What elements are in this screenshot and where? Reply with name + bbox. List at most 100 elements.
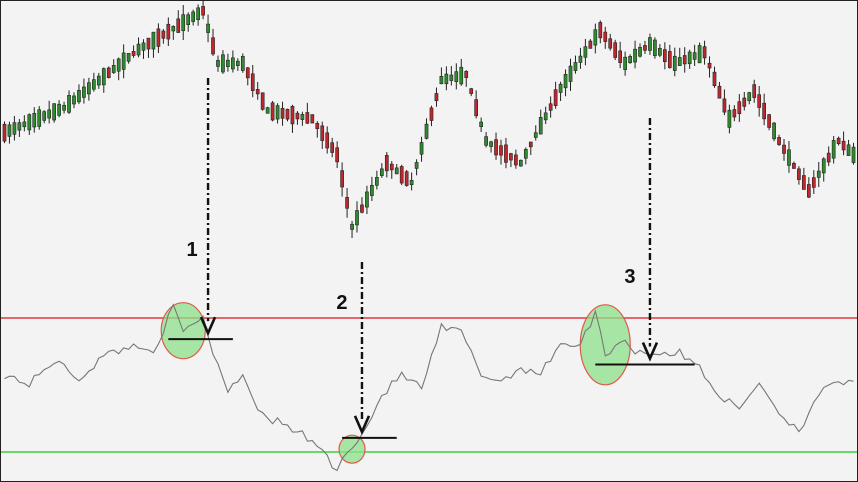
bullish-candle: [846, 144, 851, 156]
bearish-candle: [290, 105, 295, 125]
bearish-candle: [722, 98, 727, 113]
bullish-candle: [658, 47, 662, 56]
bullish-candle: [141, 42, 146, 51]
bullish-candle: [623, 56, 627, 70]
bullish-candle: [226, 59, 230, 67]
bullish-candle: [67, 95, 71, 113]
bearish-candle: [643, 45, 647, 51]
bearish-candle: [792, 163, 796, 169]
annotation-arrowhead: [199, 316, 217, 337]
bearish-candle: [613, 42, 618, 58]
bearish-candle: [598, 22, 603, 39]
bullish-candle: [350, 223, 354, 230]
oscillator-line: [4, 303, 854, 472]
bullish-candle: [92, 79, 96, 90]
bullish-candle: [57, 103, 61, 116]
bullish-candle: [489, 141, 493, 147]
bearish-candle: [499, 145, 503, 156]
bullish-candle: [419, 142, 424, 155]
bullish-candle: [409, 180, 414, 185]
bullish-candle: [37, 109, 42, 127]
bearish-candle: [802, 175, 806, 190]
bullish-candle: [459, 66, 464, 85]
bearish-candle: [464, 71, 469, 78]
bullish-candle: [821, 158, 826, 174]
bearish-candle: [608, 38, 613, 49]
bullish-candle: [87, 82, 91, 95]
bullish-candle: [648, 37, 652, 51]
bearish-candle: [384, 155, 389, 172]
bearish-candle: [389, 163, 394, 171]
bullish-candle: [523, 149, 528, 159]
bullish-candle: [121, 52, 126, 70]
bullish-candle: [677, 57, 682, 66]
bearish-candle: [553, 89, 558, 106]
bearish-candle: [752, 84, 757, 98]
bearish-candle: [429, 107, 434, 121]
highlight-ellipse: [579, 304, 631, 386]
bullish-candle: [265, 107, 270, 114]
bearish-candle: [280, 107, 285, 119]
bearish-candle: [270, 102, 275, 121]
bullish-candle: [72, 95, 76, 105]
bearish-candle: [360, 204, 364, 213]
bearish-candle: [603, 31, 608, 42]
bullish-candle: [747, 92, 752, 102]
bearish-candle: [315, 122, 320, 130]
bearish-candle: [469, 88, 474, 94]
bearish-candle: [131, 51, 136, 56]
bullish-candle: [375, 177, 379, 186]
bullish-candle: [186, 14, 191, 26]
bearish-candle: [667, 51, 672, 68]
bullish-candle: [231, 57, 235, 70]
bullish-candle: [558, 83, 563, 93]
bearish-candle: [245, 67, 250, 79]
bearish-candle: [588, 40, 593, 49]
bearish-candle: [474, 99, 479, 117]
bullish-candle: [52, 103, 56, 121]
highlight-group: [160, 302, 631, 464]
bullish-candle: [439, 75, 444, 85]
bullish-candle: [116, 58, 121, 72]
bearish-candle: [811, 177, 816, 188]
bearish-candle: [156, 28, 161, 47]
bullish-candle: [449, 74, 454, 81]
bearish-candle: [399, 166, 404, 184]
bearish-candle: [166, 23, 171, 40]
bullish-candle: [96, 75, 101, 86]
bearish-candle: [201, 6, 205, 16]
bullish-candle: [638, 46, 642, 57]
bearish-candle: [737, 101, 742, 115]
bearish-candle: [330, 142, 335, 153]
bearish-candle: [712, 71, 717, 86]
bearish-candle: [310, 114, 315, 124]
bullish-candle: [851, 146, 856, 163]
bearish-candle: [325, 132, 330, 149]
bullish-candle: [563, 73, 568, 89]
bullish-candle: [240, 56, 245, 71]
bearish-candle: [767, 114, 771, 128]
bullish-candle: [578, 55, 583, 63]
bullish-candle: [568, 65, 573, 82]
annotation-label: 3: [624, 266, 635, 288]
candlestick-series: [2, 0, 856, 239]
bullish-candle: [12, 122, 17, 135]
bullish-candle: [653, 39, 657, 57]
bullish-candle: [111, 65, 116, 73]
bullish-candle: [583, 46, 588, 58]
bearish-candle: [106, 67, 111, 79]
bullish-candle: [191, 11, 195, 22]
bearish-candle: [146, 37, 151, 50]
bullish-candle: [27, 114, 32, 131]
bullish-candle: [697, 45, 702, 64]
bearish-candle: [797, 168, 801, 180]
bullish-candle: [454, 71, 459, 83]
support-segments: [168, 338, 695, 439]
bearish-candle: [285, 108, 290, 120]
bullish-candle: [394, 167, 399, 175]
bearish-candle: [548, 103, 553, 111]
bullish-candle: [424, 123, 429, 139]
bearish-candle: [494, 139, 498, 156]
bearish-candle: [528, 141, 533, 148]
bearish-candle: [514, 154, 518, 166]
